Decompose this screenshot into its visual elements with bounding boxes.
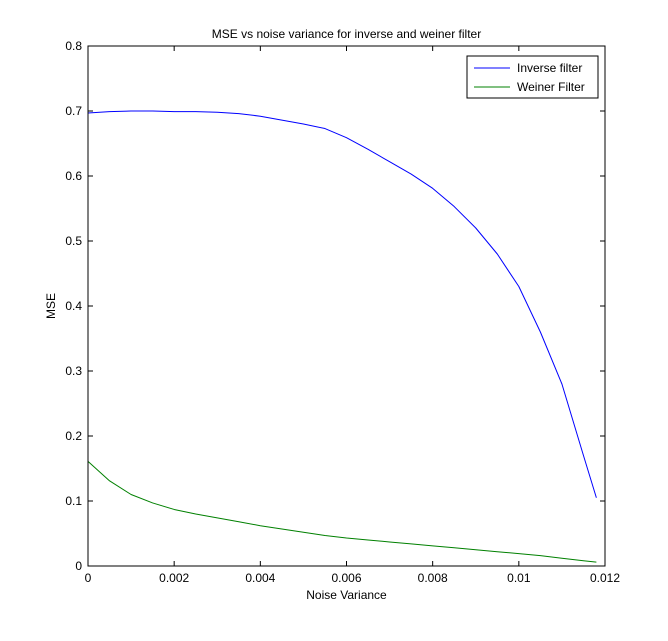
series-lines xyxy=(87,110,597,563)
plot-area xyxy=(88,46,605,566)
series-line-weiner-filter xyxy=(87,460,597,563)
x-tick-label: 0.008 xyxy=(418,571,448,585)
y-tick-label: 0.2 xyxy=(65,429,82,443)
x-tick-label: 0.01 xyxy=(507,571,531,585)
axes-box xyxy=(87,45,606,567)
chart-title: MSE vs noise variance for inverse and we… xyxy=(212,27,481,41)
y-tick-label: 0.1 xyxy=(65,494,82,508)
x-axis-label: Noise Variance xyxy=(306,588,387,602)
legend-label-weiner-filter: Weiner Filter xyxy=(517,80,585,94)
legend: Inverse filter Weiner Filter xyxy=(466,55,599,99)
y-tick-label: 0.8 xyxy=(65,39,82,53)
y-tick-label: 0.3 xyxy=(65,364,82,378)
x-tick-label: 0.006 xyxy=(331,571,361,585)
y-tick-label: 0.4 xyxy=(65,299,82,313)
y-axis-label: MSE xyxy=(44,293,58,319)
x-tick-label: 0.004 xyxy=(245,571,275,585)
y-tick-label: 0.6 xyxy=(65,169,82,183)
x-tick-label: 0.012 xyxy=(590,571,620,585)
x-tick-label: 0.002 xyxy=(159,571,189,585)
series-line-inverse-filter xyxy=(87,110,597,498)
axis-tick-labels: 0 0.002 0.004 0.006 0.008 0.01 0.012 0 0.1 0.2 0.3… xyxy=(65,39,620,585)
x-tick-label: 0 xyxy=(85,571,92,585)
y-tick-label: 0.5 xyxy=(65,234,82,248)
legend-label-inverse-filter: Inverse filter xyxy=(517,61,582,75)
y-tick-label: 0 xyxy=(75,559,82,573)
y-tick-label: 0.7 xyxy=(65,104,82,118)
legend-box xyxy=(466,55,599,99)
